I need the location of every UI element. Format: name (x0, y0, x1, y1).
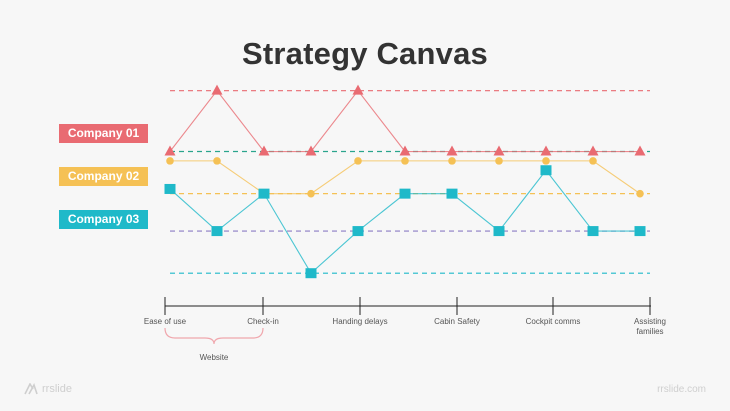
x-tick-label: Handing delays (332, 317, 387, 326)
series-3-point (258, 188, 270, 199)
legend-company-02: Company 02 (59, 167, 148, 186)
series-2-point (589, 157, 597, 165)
series-3-point (540, 165, 552, 176)
x-tick-label: Cabin Safety (434, 317, 480, 326)
series-1-point (305, 145, 317, 156)
series-3-point (211, 226, 223, 237)
series-3-point (164, 183, 176, 194)
series-1-point (258, 145, 270, 156)
website-bracket (164, 327, 264, 345)
series-3-point (493, 226, 505, 237)
series-2-point (542, 157, 550, 165)
series-3-point (634, 226, 646, 237)
series-1-point (164, 145, 176, 156)
series-3-point (305, 268, 317, 279)
series-3-point (446, 188, 458, 199)
brand-logo: rrslide (24, 383, 72, 395)
series-1-point (540, 145, 552, 156)
series-3-point (587, 226, 599, 237)
series-line-3 (169, 169, 640, 275)
x-tick-label: families (636, 327, 663, 336)
series-line-1 (169, 89, 640, 153)
x-tick-label: Ease of use (144, 317, 187, 326)
website-bracket-label: Website (200, 353, 229, 362)
series-2-point (636, 189, 644, 198)
brand-left-text: rrslide (42, 383, 72, 395)
chart-title: Strategy Canvas (242, 36, 488, 71)
series-1-point (446, 145, 458, 156)
x-tick-label: Assisting (634, 317, 666, 326)
series-1-point (352, 84, 364, 95)
series-3-point (352, 226, 364, 237)
brand-url: rrslide.com (657, 384, 706, 395)
series-1-point (211, 84, 223, 95)
series-1-point (634, 145, 646, 156)
series-2-point (448, 157, 456, 165)
x-tick-label: Cockpit comms (526, 317, 581, 326)
series-2-point (401, 157, 409, 165)
series-1-point (493, 145, 505, 156)
brand-logo-icon (24, 383, 38, 395)
series-1-point (587, 145, 599, 156)
legend-company-01: Company 01 (59, 124, 148, 143)
series-3-point (399, 188, 411, 199)
series-2-point (307, 189, 315, 198)
series-2-point (166, 157, 174, 165)
series-2-point (495, 157, 503, 165)
series-2-point (213, 157, 221, 165)
x-tick-label: Check-in (247, 317, 279, 326)
series-1-point (399, 145, 411, 156)
series-2-point (354, 157, 362, 165)
legend-company-03: Company 03 (59, 210, 148, 229)
